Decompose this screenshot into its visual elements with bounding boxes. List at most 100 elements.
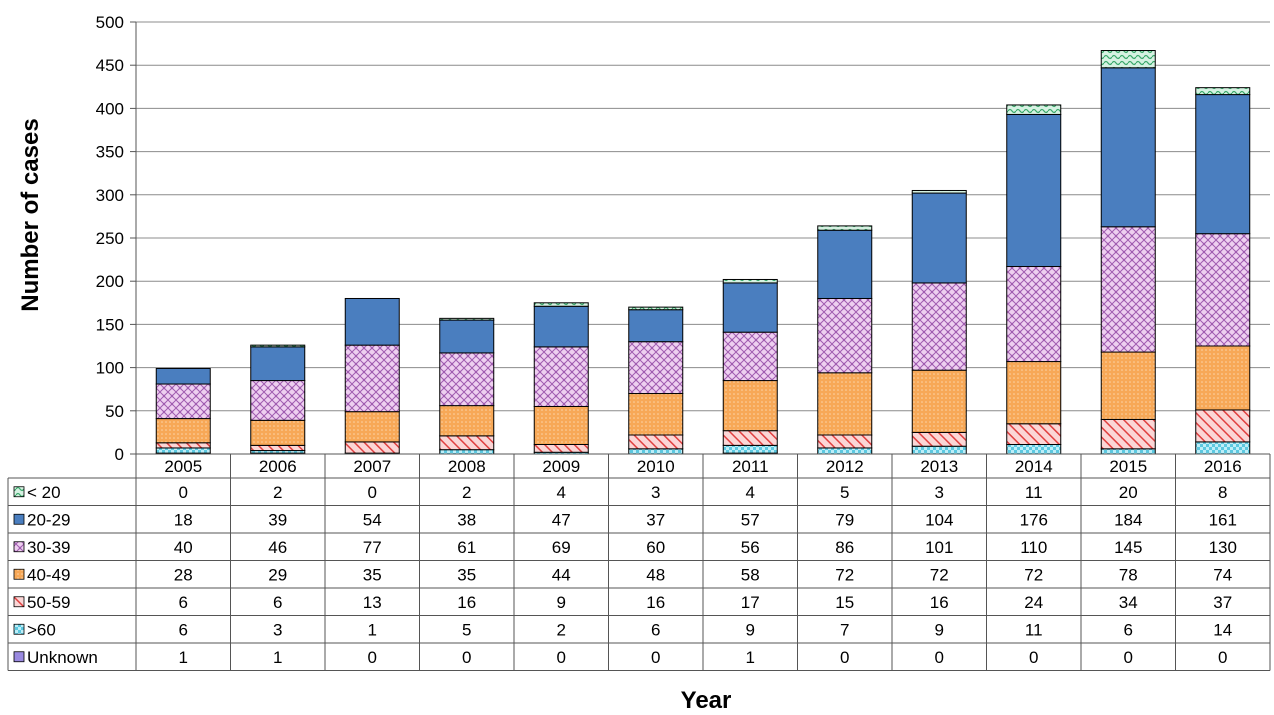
bar-segment — [250, 419, 306, 446]
bars — [155, 50, 1251, 455]
legend-swatch — [13, 513, 25, 525]
bar-segment — [533, 305, 589, 348]
bar-segment — [628, 434, 684, 450]
bar-segment — [344, 411, 400, 443]
data-label: 3 — [935, 483, 944, 502]
data-label: 15 — [835, 593, 854, 612]
bar-segment — [817, 225, 873, 231]
data-label: 7 — [840, 620, 849, 639]
data-label: 24 — [1024, 593, 1043, 612]
legend-label: Unknown — [27, 648, 98, 667]
data-label: 6 — [179, 593, 188, 612]
legend-label: 40-49 — [27, 565, 70, 584]
bar-segment — [1006, 361, 1062, 425]
x-tick-label: 2010 — [637, 457, 675, 476]
data-label: 48 — [646, 565, 665, 584]
bar-segment — [628, 306, 684, 311]
bar-segment — [155, 367, 211, 385]
data-label: 4 — [746, 483, 755, 502]
bar-segment — [533, 443, 589, 453]
bar-segment — [911, 282, 967, 371]
data-label: 0 — [1029, 648, 1038, 667]
data-label: 0 — [840, 648, 849, 667]
y-tick-label: 400 — [96, 99, 124, 118]
data-label: 16 — [457, 593, 476, 612]
data-label: 2 — [273, 483, 282, 502]
data-label: 1 — [273, 648, 282, 667]
data-label: 86 — [835, 538, 854, 557]
data-label: 16 — [646, 593, 665, 612]
bar-segment — [533, 302, 589, 307]
legend-label: 20-29 — [27, 510, 70, 529]
bar-segment — [1100, 448, 1156, 455]
x-tick-label: 2011 — [732, 457, 769, 476]
data-label: 1 — [179, 648, 188, 667]
data-label: 3 — [651, 483, 660, 502]
data-label: 47 — [552, 510, 571, 529]
data-label: 35 — [363, 565, 382, 584]
y-tick-label: 250 — [96, 229, 124, 248]
data-label: 0 — [651, 648, 660, 667]
x-tick-label: 2013 — [920, 457, 958, 476]
bar-segment — [439, 317, 495, 321]
bar-segment — [1006, 443, 1062, 455]
bar-segment — [628, 341, 684, 395]
legend-label: >60 — [27, 620, 56, 639]
y-tick-label: 500 — [96, 13, 124, 32]
bar-segment — [911, 445, 967, 455]
y-tick-label: 200 — [96, 272, 124, 291]
data-label: 16 — [930, 593, 949, 612]
x-tick-label: 2016 — [1204, 457, 1242, 476]
data-label: 0 — [368, 483, 377, 502]
data-label: 1 — [746, 648, 755, 667]
data-label: 20 — [1119, 483, 1138, 502]
data-label: 18 — [174, 510, 193, 529]
data-label: 104 — [925, 510, 953, 529]
bar-segment — [1195, 87, 1251, 96]
y-tick-label: 300 — [96, 186, 124, 205]
data-label: 9 — [935, 620, 944, 639]
data-label: 6 — [273, 593, 282, 612]
bar-segment — [722, 444, 778, 454]
bar-segment — [155, 442, 211, 449]
data-label: 38 — [457, 510, 476, 529]
y-axis-label: Number of cases — [17, 118, 44, 311]
bar-segment — [722, 380, 778, 432]
data-label: 2 — [462, 483, 471, 502]
bar-segment — [1100, 226, 1156, 353]
data-label: 101 — [925, 538, 953, 557]
legend-swatch — [13, 568, 25, 580]
data-label: 6 — [651, 620, 660, 639]
bar-segment — [344, 297, 400, 346]
data-label: 11 — [1025, 620, 1043, 639]
data-label: 77 — [363, 538, 382, 557]
bar-segment — [155, 447, 211, 454]
legend-label: 30-39 — [27, 538, 70, 557]
bar-segment — [628, 393, 684, 436]
y-tick-label: 50 — [105, 402, 124, 421]
bar-segment — [344, 441, 400, 454]
y-tick-label: 150 — [96, 315, 124, 334]
bar-segment — [439, 435, 495, 451]
legend-swatch — [13, 623, 25, 635]
data-label: 0 — [179, 483, 188, 502]
legend-swatch — [13, 541, 25, 553]
data-label: 1 — [368, 620, 377, 639]
bar-segment — [1100, 50, 1156, 69]
data-label: 37 — [1213, 593, 1232, 612]
bar-segment — [817, 434, 873, 449]
bar-segment — [722, 430, 778, 446]
bar-segment — [1195, 409, 1251, 443]
bar-segment — [1006, 266, 1062, 363]
bar-segment — [155, 418, 211, 444]
data-label: 5 — [840, 483, 849, 502]
data-label: 37 — [646, 510, 665, 529]
data-label: 61 — [457, 538, 476, 557]
bar-segment — [250, 444, 306, 452]
data-label: 17 — [741, 593, 760, 612]
data-label: 0 — [368, 648, 377, 667]
y-tick-label: 0 — [115, 445, 124, 464]
data-label: 29 — [268, 565, 287, 584]
data-table: 2005 2006 2007 2008 2009 2010 2011 2012 2013 2014… — [7, 453, 1271, 671]
